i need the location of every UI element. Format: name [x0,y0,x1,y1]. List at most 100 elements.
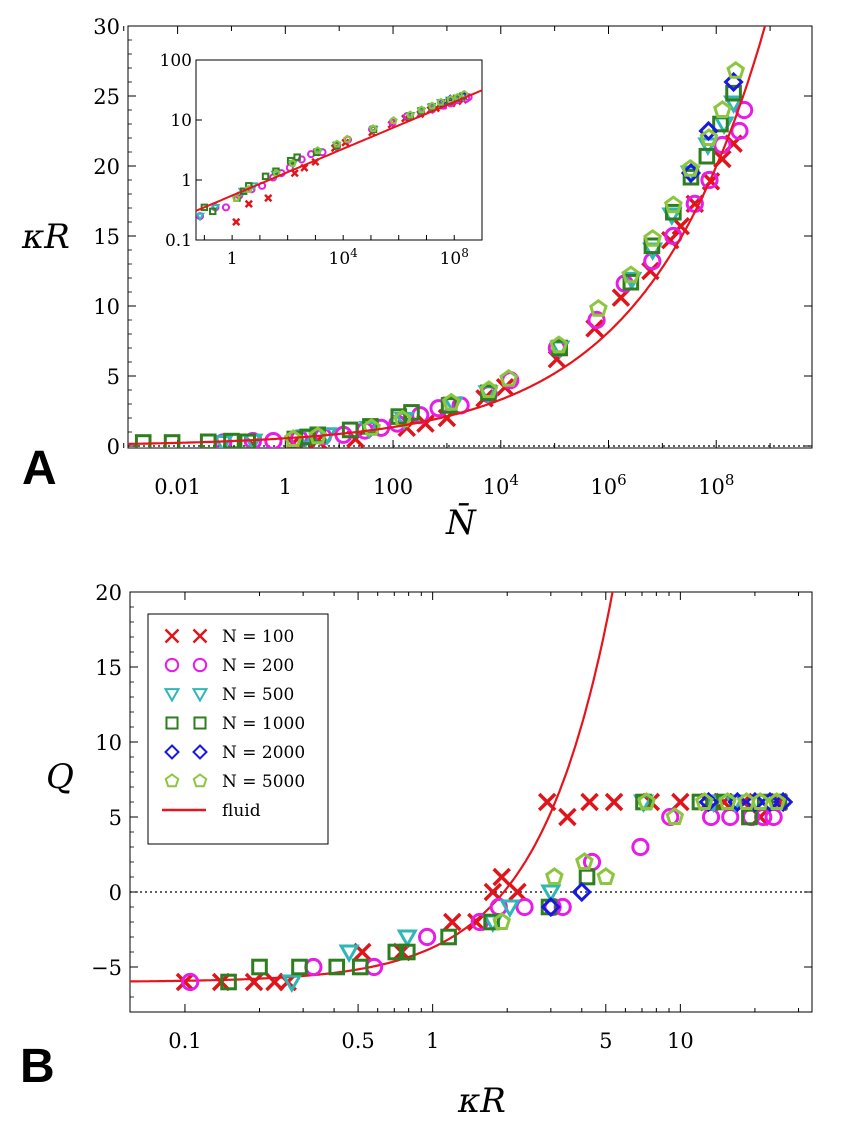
legend-swatch-n500 [191,688,209,703]
inset-point-n200 [221,203,231,212]
data-point-n200 [730,121,749,141]
inset-point-n100 [244,199,253,208]
x-tick-label: 108 [698,471,734,499]
panel-a-fluid-curve [128,26,767,445]
data-point-n5000 [308,426,328,445]
data-point-n100 [244,972,264,992]
data-point-n500 [499,899,521,919]
data-point-n100 [175,972,195,992]
x-tick-label: 100 [373,475,413,499]
panel-a-ticks [123,25,812,448]
x-tick-label: 1 [426,1029,439,1053]
data-point-n1000 [698,147,716,165]
panel-a-chart: 0 5 10 15 20 25 30 0.01 1 100 104 106 108 0.1 1 10 100 1… [21,15,813,543]
legend-label-n1000: N = 1000 [222,714,305,734]
y-tick-label: 30 [93,15,120,39]
data-point-n5000 [441,392,461,411]
data-point-n100 [508,882,527,902]
legend-swatch-n5000 [192,773,208,788]
y-tick-label: 0 [109,881,122,905]
data-point-n1000 [665,203,682,221]
inset-point-n1000 [293,153,301,161]
inset-point-n5000 [343,134,352,143]
inset-ticks [196,59,455,241]
data-point-n5000 [549,335,569,354]
legend-swatch-n1000 [165,716,179,730]
data-point-n200 [631,837,650,857]
legend-swatch-n500 [163,688,181,703]
panel-a-ylabel: κR [21,217,70,257]
y-tick-label: 0 [107,435,120,459]
data-point-n1000 [741,808,758,826]
x-tick-label: 10 [667,1029,694,1053]
panel-a-inset: 0.1 1 10 100 1 104 108 [160,51,483,269]
legend-label-n5000: N = 5000 [222,772,305,792]
x-tick-label: 0.5 [341,1029,374,1053]
panel-a-data-marks [134,60,754,448]
data-point-n5000 [680,158,700,177]
inset-y-tick-label: 0.1 [165,231,192,251]
data-point-n5000 [621,265,641,284]
legend-swatch-n200 [192,657,208,673]
legend-swatch-n100 [192,628,208,644]
data-point-n5000 [694,792,714,810]
y-tick-label: 15 [95,656,122,680]
data-point-n200 [587,310,606,330]
data-point-n5000 [663,195,683,214]
x-tick-label: 106 [590,471,626,499]
inset-y-tick-label: 1 [181,171,192,191]
y-tick-label: 5 [107,365,120,389]
legend-label-fluid: fluid [222,801,261,821]
data-point-n5000 [726,60,746,79]
data-point-n1000 [682,168,700,186]
inset-fluid-curve [196,89,482,212]
data-point-n500 [212,435,234,448]
data-point-n500 [722,95,745,115]
inset-point-n5000 [417,105,426,114]
legend-label-n100: N = 100 [222,627,294,647]
data-point-n100 [604,792,624,812]
y-tick-label: 20 [93,155,120,179]
legend-swatch-n2000 [192,744,208,760]
data-point-n200 [515,897,534,917]
data-point-n200 [181,972,200,992]
data-point-n5000 [750,792,770,810]
y-tick-label: 20 [95,581,122,605]
data-point-n5000 [713,100,732,118]
inset-point-n1000 [261,172,270,181]
data-point-n1000 [251,958,268,976]
data-point-n100 [492,867,511,887]
data-point-n5000 [575,852,594,870]
data-point-n1000 [622,273,640,291]
panel-b-xlabel: κR [457,1081,506,1121]
data-point-n1000 [328,958,346,976]
data-point-n1000 [239,433,256,448]
data-point-n5000 [699,128,719,146]
panel-b-data-marks [175,791,794,994]
inset-point-n5000 [288,158,297,167]
data-point-n5000 [545,867,564,885]
legend-swatch-n5000 [164,773,180,788]
y-tick-label: −5 [91,956,122,980]
data-point-n100 [537,792,557,812]
data-point-n5000 [637,792,656,810]
data-point-n5000 [499,368,519,387]
x-tick-label: 104 [483,471,519,499]
data-point-n5000 [362,417,381,436]
data-point-n5000 [767,792,787,810]
panel-b-ylabel: Q [46,757,74,797]
panel-a-letter: A [22,442,57,495]
data-point-n100 [483,882,503,902]
inset-point-n5000 [368,124,378,133]
data-point-n1000 [440,928,457,946]
data-point-n1000 [387,943,405,961]
data-point-n500 [396,929,418,949]
data-point-n100 [443,912,462,932]
inset-x-tick-label: 104 [329,246,359,269]
data-point-n100 [558,807,577,827]
inset-point-n5000 [231,193,241,202]
data-point-n2000 [698,120,719,142]
data-point-n5000 [718,792,737,810]
data-point-n1000 [291,958,308,976]
